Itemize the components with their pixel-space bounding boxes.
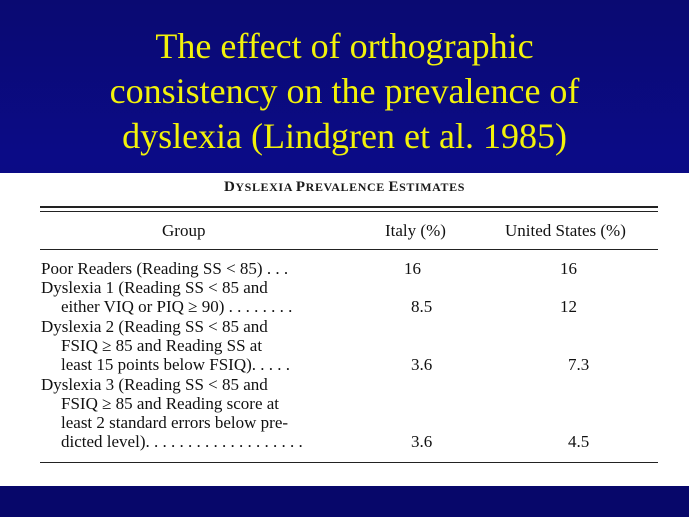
row-group-line: FSIQ ≥ 85 and Reading SS at [61, 336, 263, 355]
header-rule [40, 249, 658, 250]
row-group-line: Dyslexia 3 (Reading SS < 85 and [41, 375, 268, 394]
table-panel: DYSLEXIA PREVALENCE ESTIMATES Group Ital… [0, 173, 689, 486]
row-group-line: Poor Readers (Reading SS < 85) . . . [41, 259, 289, 278]
row-group-line: dicted level). . . . . . . . . . . . . .… [61, 432, 303, 451]
top-rule-thin [40, 211, 658, 212]
row-italy-value: 8.5 [411, 297, 433, 316]
row-us-value: 12 [560, 297, 577, 316]
slide-footer-band [0, 486, 689, 517]
row-italy-value: 3.6 [411, 355, 433, 374]
row-group-line: Dyslexia 2 (Reading SS < 85 and [41, 317, 268, 336]
table-caption: DYSLEXIA PREVALENCE ESTIMATES [0, 179, 689, 196]
row-us-value: 16 [560, 259, 577, 278]
bottom-rule [40, 462, 658, 463]
row-italy-value: 3.6 [411, 432, 433, 451]
row-group-line: least 15 points below FSIQ). . . . . [61, 355, 291, 374]
title-line: dyslexia (Lindgren et al. 1985) [122, 116, 567, 156]
title-line: The effect of orthographic [155, 26, 534, 66]
row-group-line: Dyslexia 1 (Reading SS < 85 and [41, 278, 268, 297]
row-group-line: least 2 standard errors below pre- [61, 413, 289, 432]
row-group-line: either VIQ or PIQ ≥ 90) . . . . . . . . [61, 297, 293, 316]
caption-smallcaps: YSLEXIA [235, 180, 296, 194]
caption-initial: P [295, 179, 306, 195]
row-italy-value: 16 [404, 259, 421, 278]
header-group: Group [162, 221, 206, 240]
row-us-value: 7.3 [568, 355, 590, 374]
top-rule [40, 206, 658, 208]
caption-smallcaps: REVALENCE [305, 180, 389, 194]
caption-initial: E [388, 179, 400, 195]
slide-title: The effect of orthographic consistency o… [0, 24, 689, 159]
caption-smallcaps: STIMATES [399, 180, 466, 194]
header-us: United States (%) [505, 221, 626, 240]
header-italy: Italy (%) [385, 221, 446, 240]
row-us-value: 4.5 [568, 432, 590, 451]
row-group-line: FSIQ ≥ 85 and Reading score at [61, 394, 280, 413]
caption-initial: D [223, 179, 236, 195]
title-line: consistency on the prevalence of [109, 71, 580, 111]
